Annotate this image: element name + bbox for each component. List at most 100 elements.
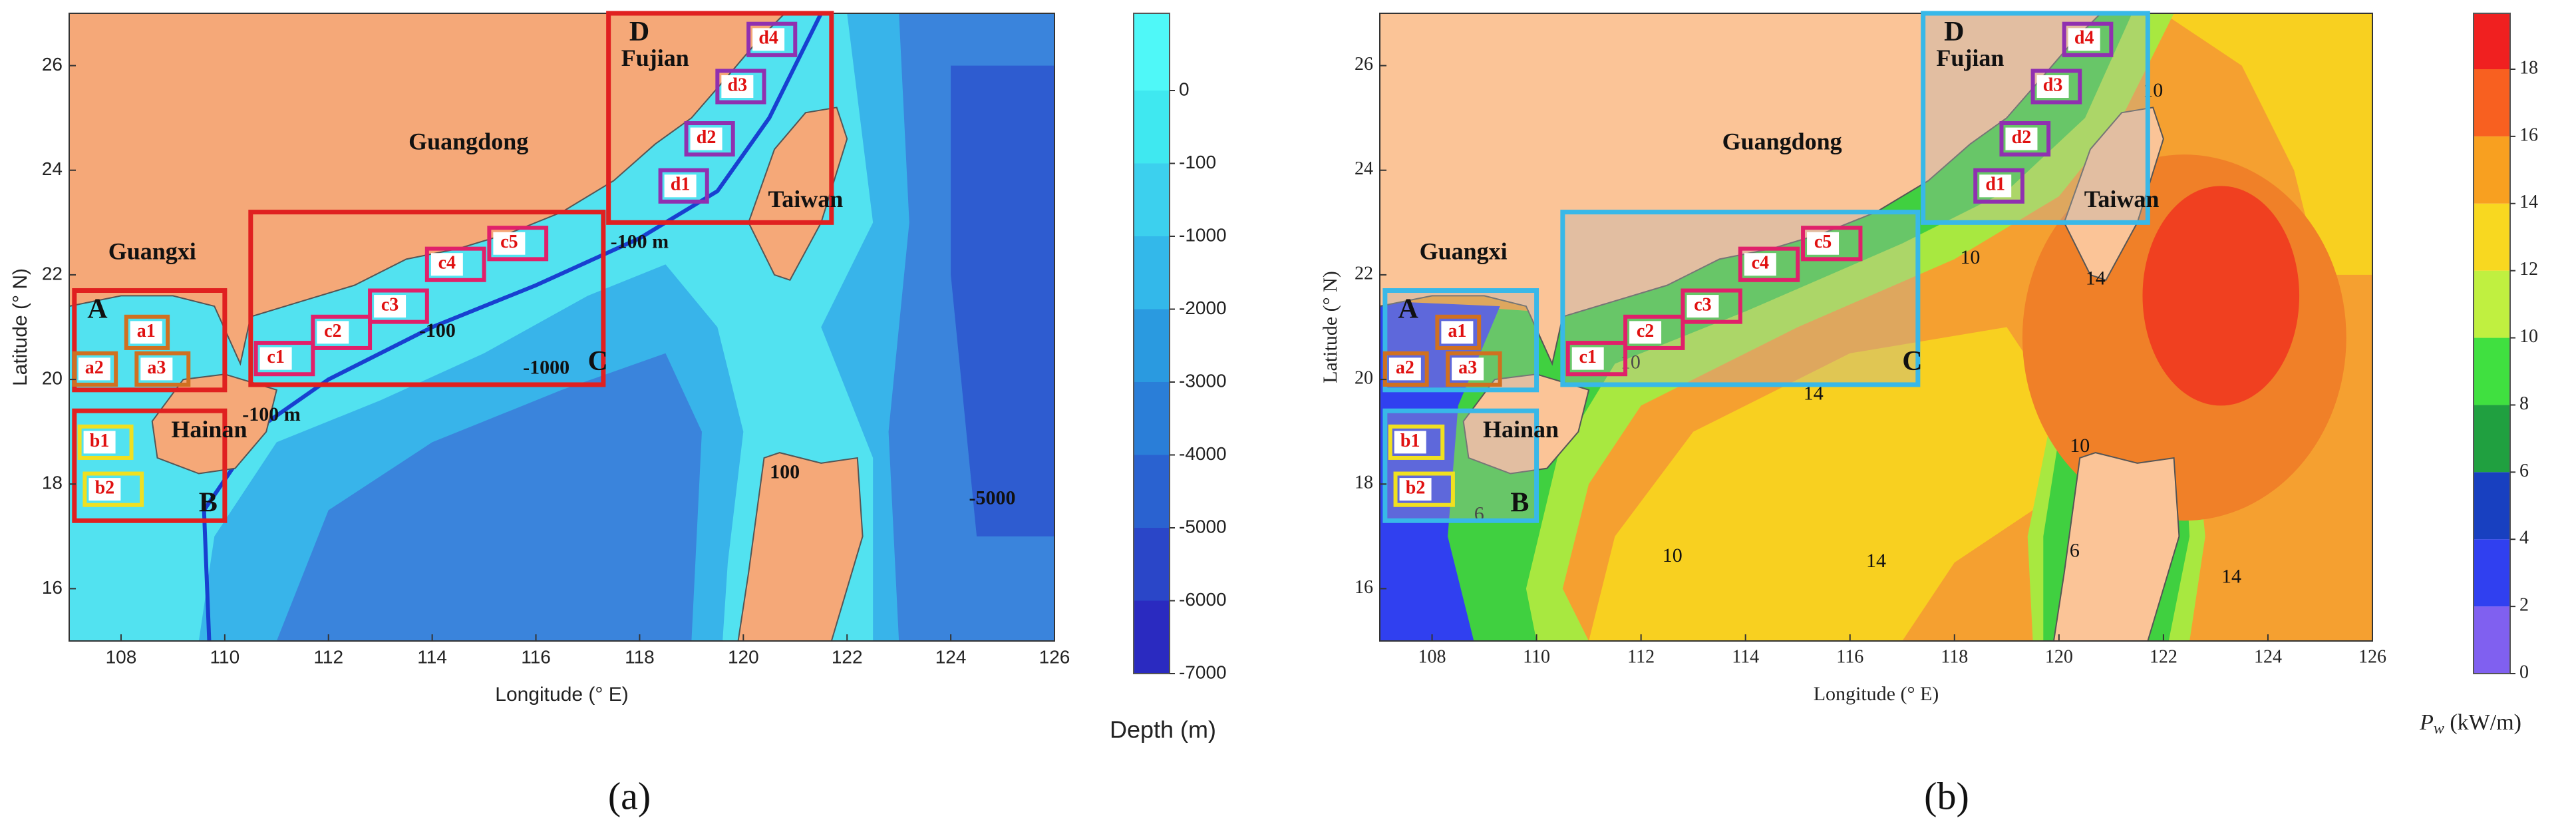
site-label: b1 xyxy=(1400,431,1420,451)
colorbar-tick-label: 10 xyxy=(2519,326,2538,347)
colorbar-tick-label: -6000 xyxy=(1179,589,1227,610)
colorbar-tick-label: -2000 xyxy=(1179,298,1227,318)
contour-label: 10 xyxy=(2070,435,2090,457)
site-label-bg xyxy=(78,357,110,381)
place-label: Fujian xyxy=(1936,45,2004,71)
land xyxy=(151,373,277,475)
site-label: d2 xyxy=(2012,127,2032,148)
site-label-bg xyxy=(690,127,723,150)
site-box xyxy=(1623,314,1685,350)
site-box xyxy=(1738,246,1800,282)
region-box xyxy=(606,11,834,225)
sea-zone xyxy=(1380,13,2132,641)
map-frame xyxy=(1379,13,2373,642)
site-box xyxy=(1681,288,1742,324)
y-tick-label: 26 xyxy=(42,54,63,75)
y-tick-label: 16 xyxy=(1355,577,1373,598)
colorbar-band xyxy=(2474,405,2510,473)
site-box xyxy=(311,314,373,350)
colorbar-band xyxy=(2474,337,2510,405)
site-label: d4 xyxy=(2074,28,2094,49)
colorbar-tick-label: 8 xyxy=(2519,393,2529,414)
colorbar-title: Pw (kW/m) xyxy=(2419,710,2521,737)
site-box xyxy=(253,341,315,377)
site-box xyxy=(368,288,429,324)
x-tick-label: 118 xyxy=(1941,646,1968,667)
region-label: C xyxy=(1902,346,1922,377)
place-label: Guangdong xyxy=(408,128,528,155)
x-tick-label: 120 xyxy=(728,646,759,667)
x-tick-label: 114 xyxy=(1732,646,1759,667)
site-label-bg xyxy=(317,321,349,344)
site-box xyxy=(72,351,118,387)
site-label-bg xyxy=(2036,75,2069,99)
site-label: c1 xyxy=(267,347,284,367)
colorbar-tick-label: 0 xyxy=(1179,79,1190,99)
site-label-bg xyxy=(430,253,463,276)
region-label: D xyxy=(1944,17,1964,47)
site-label: c4 xyxy=(1752,253,1769,274)
map-panel xyxy=(1380,13,2372,641)
site-box xyxy=(1999,121,2051,157)
land xyxy=(2052,452,2180,641)
site-box xyxy=(1446,351,1502,387)
site-label: c1 xyxy=(1579,347,1596,367)
site-box xyxy=(1382,351,1429,387)
place-label: Guangxi xyxy=(1420,238,1508,265)
site-label-bg xyxy=(83,431,116,454)
y-axis-label: Latitude (° N) xyxy=(1319,271,1341,383)
symbol: P xyxy=(2419,710,2434,735)
x-tick-label: 108 xyxy=(1418,646,1446,667)
peak-power-zone xyxy=(2142,186,2300,406)
site-label-bg xyxy=(140,357,173,381)
region-label: B xyxy=(1510,487,1529,518)
place-label: Guangdong xyxy=(1722,128,1842,155)
site-label: c3 xyxy=(1694,294,1711,315)
place-label: Fujian xyxy=(621,45,689,71)
x-tick-label: 110 xyxy=(210,646,240,667)
colorbar-band xyxy=(1134,600,1170,674)
site-label-bg xyxy=(1388,357,1421,381)
site-label-bg xyxy=(664,174,697,198)
subscript: w xyxy=(2434,720,2444,737)
site-box xyxy=(1435,314,1482,350)
site-label-bg xyxy=(2068,28,2100,51)
colorbar-tick-label: 14 xyxy=(2519,192,2538,212)
x-tick-label: 118 xyxy=(625,646,655,667)
x-tick-label: 124 xyxy=(2254,646,2282,667)
region-label: A xyxy=(1398,294,1418,325)
colorbar-tick-label: -4000 xyxy=(1179,443,1227,464)
colorbar-band xyxy=(2474,13,2510,69)
contour-label: 10 xyxy=(1663,544,1683,566)
colorbar-band xyxy=(1134,91,1170,164)
site-label-bg xyxy=(88,478,121,501)
colorbar-tick-label: 0 xyxy=(2519,662,2529,682)
sea-zone xyxy=(2163,13,2372,275)
site-box xyxy=(1388,424,1445,460)
site-box xyxy=(77,424,134,460)
site-box xyxy=(1393,471,1455,507)
colorbar-tick-label: 18 xyxy=(2519,57,2538,78)
site-label-bg xyxy=(1744,253,1776,276)
site-box xyxy=(124,314,170,350)
site-label: c5 xyxy=(500,232,518,252)
site-label: d2 xyxy=(697,127,717,148)
site-label: d4 xyxy=(758,28,778,49)
site-label: a1 xyxy=(1448,321,1466,341)
region-box xyxy=(72,408,228,523)
contour-label: 14 xyxy=(2221,566,2241,588)
site-label-bg xyxy=(2005,127,2038,150)
site-label-bg xyxy=(1452,357,1484,381)
x-tick-label: 126 xyxy=(2358,646,2386,667)
site-box xyxy=(1565,341,1628,377)
unit: (kW/m) xyxy=(2450,710,2521,735)
colorbar-title: Depth (m) xyxy=(1110,716,1216,743)
site-box xyxy=(134,351,191,387)
contour-label: -1000 xyxy=(523,356,569,378)
colorbar-frame xyxy=(1133,13,1170,674)
x-tick-label: 122 xyxy=(832,646,863,667)
site-label-bg xyxy=(1979,174,2012,198)
site-label: a3 xyxy=(1458,357,1477,378)
region-label: B xyxy=(199,487,218,518)
site-box xyxy=(424,246,486,282)
